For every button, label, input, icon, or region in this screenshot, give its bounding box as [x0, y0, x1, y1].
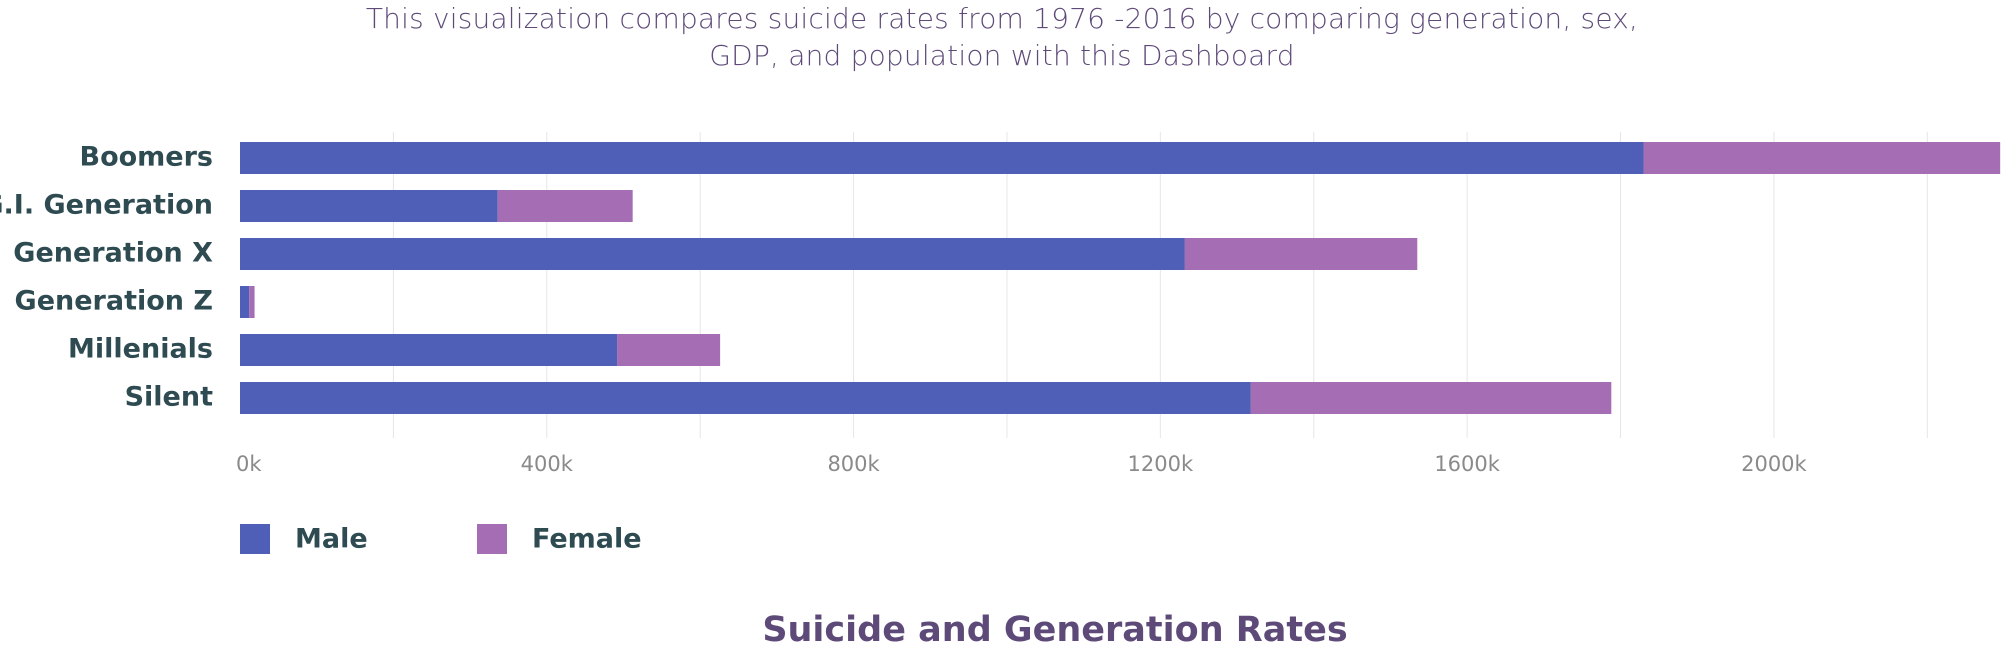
- bar-female-generation-x: [1184, 238, 1418, 270]
- category-label: Millenials: [68, 334, 213, 365]
- bar-female-g-i-generation: [497, 190, 633, 222]
- bar-male-millenials: [240, 334, 618, 366]
- bar-female-silent: [1250, 382, 1612, 414]
- category-label: Boomers: [79, 142, 213, 173]
- chart-subtitle: This visualization compares suicide rate…: [0, 0, 2004, 74]
- bars: [240, 142, 2001, 414]
- category-label: G.I. Generation: [0, 190, 213, 221]
- bar-male-boomers: [240, 142, 1644, 174]
- legend-swatch-male: [240, 524, 270, 554]
- stacked-bar-chart: Boomers G.I. Generation Generation X Genera…: [0, 132, 2001, 555]
- x-tick-label: 2000k: [1741, 452, 1807, 476]
- bar-male-generation-z: [240, 286, 250, 318]
- legend-label-male: Male: [295, 524, 368, 555]
- legend-swatch-female: [477, 524, 507, 554]
- legend: Male Female: [240, 524, 642, 555]
- category-label: Generation Z: [15, 286, 213, 317]
- category-label: Generation X: [13, 238, 213, 269]
- category-label: Silent: [125, 382, 213, 413]
- x-axis-ticks: 0k 400k 800k 1200k 1600k 2000k: [236, 452, 1808, 476]
- x-tick-label: 0k: [236, 452, 262, 476]
- x-tick-label: 400k: [521, 452, 574, 476]
- subtitle-line-1: This visualization compares suicide rate…: [365, 2, 1639, 35]
- bar-male-g-i-generation: [240, 190, 498, 222]
- bar-male-generation-x: [240, 238, 1185, 270]
- x-tick-label: 1200k: [1128, 452, 1194, 476]
- x-tick-label: 800k: [827, 452, 880, 476]
- chart-title: Suicide and Generation Rates: [762, 610, 1348, 650]
- bar-female-boomers: [1643, 142, 2001, 174]
- x-tick-label: 1600k: [1434, 452, 1500, 476]
- legend-label-female: Female: [532, 524, 642, 555]
- bar-female-millenials: [617, 334, 721, 366]
- category-labels: Boomers G.I. Generation Generation X Genera…: [0, 142, 213, 413]
- bar-female-generation-z: [249, 286, 255, 318]
- bar-male-silent: [240, 382, 1251, 414]
- subtitle-line-2: GDP, and population with this Dashboard: [709, 39, 1295, 72]
